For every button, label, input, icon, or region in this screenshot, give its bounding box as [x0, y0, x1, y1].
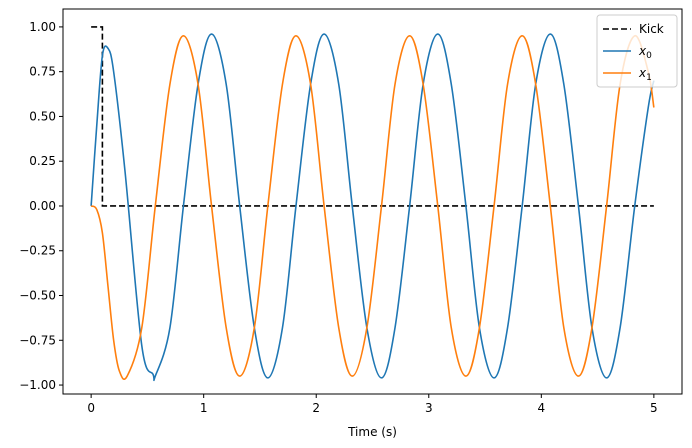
x-axis-label: Time (s)	[347, 425, 397, 439]
series-line-x0	[90, 33, 655, 382]
x-axis-ticks: 0 1 2 3 4 5	[87, 394, 658, 415]
y-tick-label: 1.00	[29, 20, 56, 34]
series-layer	[90, 26, 655, 382]
legend-label-subscript: 1	[646, 73, 652, 83]
plot-area-border	[62, 8, 683, 395]
y-tick-label: 0.75	[29, 65, 56, 79]
y-tick-label: −1.00	[19, 378, 56, 392]
series-line-kick	[91, 26, 654, 207]
y-axis-ticks: −1.00 −0.75 −0.50 −0.25 0.00 0.25 0.50 0.75 1.00	[19, 20, 63, 392]
legend-label-text: x	[638, 44, 647, 58]
legend-label-x1: x1	[638, 66, 652, 83]
legend-label-subscript: 0	[646, 51, 652, 61]
x-tick-label: 0	[87, 401, 95, 415]
plot-frame	[62, 8, 683, 395]
x-tick-label: 1	[200, 401, 208, 415]
x-tick-label: 5	[650, 401, 658, 415]
y-tick-label: −0.50	[19, 289, 56, 303]
y-tick-label: 0.25	[29, 154, 56, 168]
x-tick-label: 2	[312, 401, 320, 415]
y-tick-label: −0.25	[19, 244, 56, 258]
y-tick-label: 0.00	[29, 199, 56, 213]
legend-box	[596, 14, 678, 88]
x-tick-label: 3	[425, 401, 433, 415]
y-tick-label: −0.75	[19, 333, 56, 347]
legend-label-text: x	[638, 66, 647, 80]
legend-label-text: Kick	[639, 22, 664, 36]
legend-label-kick: Kick	[639, 22, 664, 36]
y-tick-label: 0.50	[29, 109, 56, 123]
series-line-x1	[90, 35, 655, 380]
x-tick-label: 4	[537, 401, 545, 415]
legend-label-x0: x0	[638, 44, 652, 61]
